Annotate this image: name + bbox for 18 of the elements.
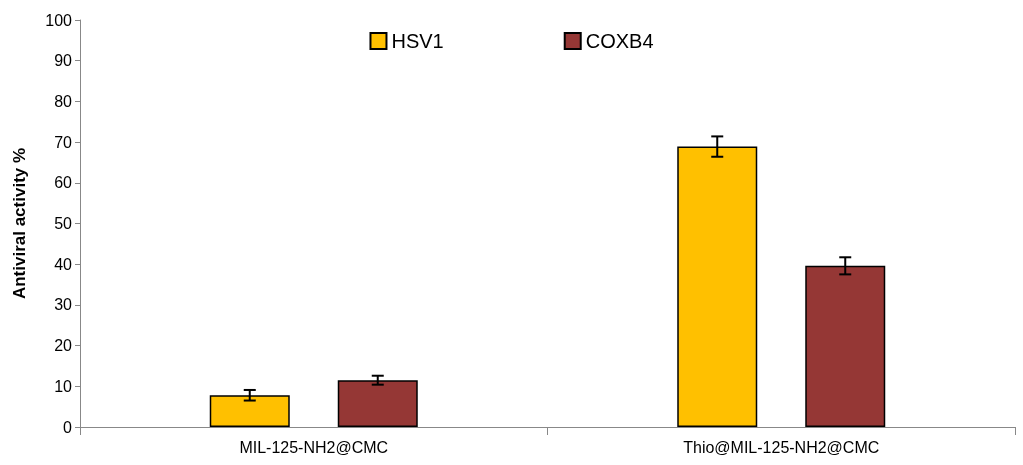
y-tick-label: 80 xyxy=(54,92,73,110)
y-axis-title: Antiviral activity % xyxy=(10,147,29,300)
y-tick-label: 60 xyxy=(54,174,73,192)
bar xyxy=(337,380,418,427)
y-tick-label: 70 xyxy=(54,133,73,151)
legend-label: HSV1 xyxy=(391,30,444,52)
y-tick-label: 10 xyxy=(54,377,73,395)
bar xyxy=(209,395,290,427)
y-tick-label: 40 xyxy=(54,255,73,273)
y-tick-label: 0 xyxy=(63,418,73,436)
y-tick-label: 20 xyxy=(54,337,73,355)
y-tick-label: 50 xyxy=(54,215,73,232)
y-tick-label: 100 xyxy=(45,11,73,29)
y-tick-label: 90 xyxy=(54,52,73,70)
x-tick-label: Thio@MIL-125-NH2@CMC xyxy=(683,438,880,456)
legend-label: COXB4 xyxy=(585,30,654,52)
y-tick-label: 30 xyxy=(54,296,73,314)
x-tick-label: MIL-125-NH2@CMC xyxy=(239,438,389,456)
